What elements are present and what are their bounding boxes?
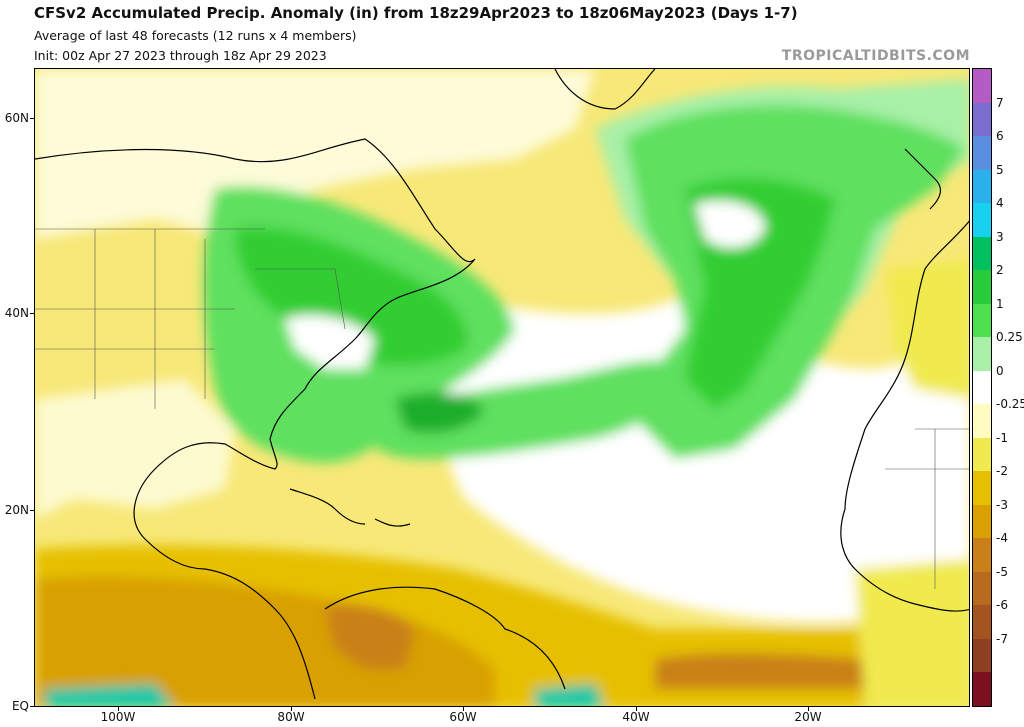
colorbar-segment [973,571,991,606]
colorbar-segment [973,337,991,371]
anomaly-shading [35,69,969,706]
lat-label-eq: EQ [11,699,29,713]
colorbar-label: -7 [996,631,1008,646]
colorbar-label: -5 [996,564,1008,579]
chart-subtitle-init: Init: 00z Apr 27 2023 through 18z Apr 29… [34,48,327,63]
colorbar-segment [973,203,991,237]
lon-tick [291,707,292,711]
colorbar-label: 1 [996,296,1004,311]
lat-tick [30,706,34,707]
colorbar-label: 7 [996,95,1004,110]
colorbar-label: 6 [996,129,1004,144]
colorbar-segment [973,471,991,505]
colorbar-segment [973,69,991,103]
colorbar-segment [973,102,991,137]
colorbar [972,68,992,707]
chart-title: CFSv2 Accumulated Precip. Anomaly (in) f… [34,4,798,22]
lat-label-60n: 60N [4,111,29,125]
lon-tick [636,707,637,711]
lon-label-60w: 60W [449,710,477,724]
colorbar-segment [973,538,991,572]
lon-label-40w: 40W [622,710,650,724]
borders [35,228,969,589]
colorbar-segment [973,303,991,338]
colorbar-segment [973,605,991,639]
colorbar-label: 3 [996,229,1004,244]
colorbar-label: -4 [996,531,1008,546]
lat-tick [30,118,34,119]
colorbar-segment [973,638,991,673]
colorbar-label: -1 [996,430,1008,445]
colorbar-segment [973,404,991,438]
colorbar-segment [973,236,991,271]
colorbar-label: 5 [996,162,1004,177]
lon-tick [118,707,119,711]
colorbar-label: 0 [996,363,1004,378]
map-canvas [35,69,969,706]
colorbar-segment [973,504,991,539]
colorbar-segment [973,270,991,304]
lon-tick [463,707,464,711]
colorbar-label: -0.25 [996,397,1024,412]
lon-label-80w: 80W [277,710,305,724]
colorbar-label: 2 [996,263,1004,278]
colorbar-segment [973,370,991,405]
brand-watermark: TROPICALTIDBITS.COM [781,48,970,64]
colorbar-segment [973,136,991,170]
lon-label-20w: 20W [794,710,822,724]
precip-anomaly-map [34,68,970,707]
colorbar-segment [973,169,991,204]
coastlines [35,69,969,700]
colorbar-label: -2 [996,464,1008,479]
colorbar-label: -3 [996,497,1008,512]
colorbar-label: -6 [996,598,1008,613]
chart-subtitle-average: Average of last 48 forecasts (12 runs x … [34,28,357,43]
lat-tick [30,510,34,511]
lat-label-40n: 40N [4,306,29,320]
colorbar-segment [973,437,991,472]
lat-tick [30,313,34,314]
colorbar-segment [973,672,991,706]
colorbar-label: 4 [996,196,1004,211]
lon-label-100w: 100W [100,710,136,724]
lat-label-20n: 20N [4,503,29,517]
colorbar-label: 0.25 [996,330,1023,345]
lon-tick [808,707,809,711]
